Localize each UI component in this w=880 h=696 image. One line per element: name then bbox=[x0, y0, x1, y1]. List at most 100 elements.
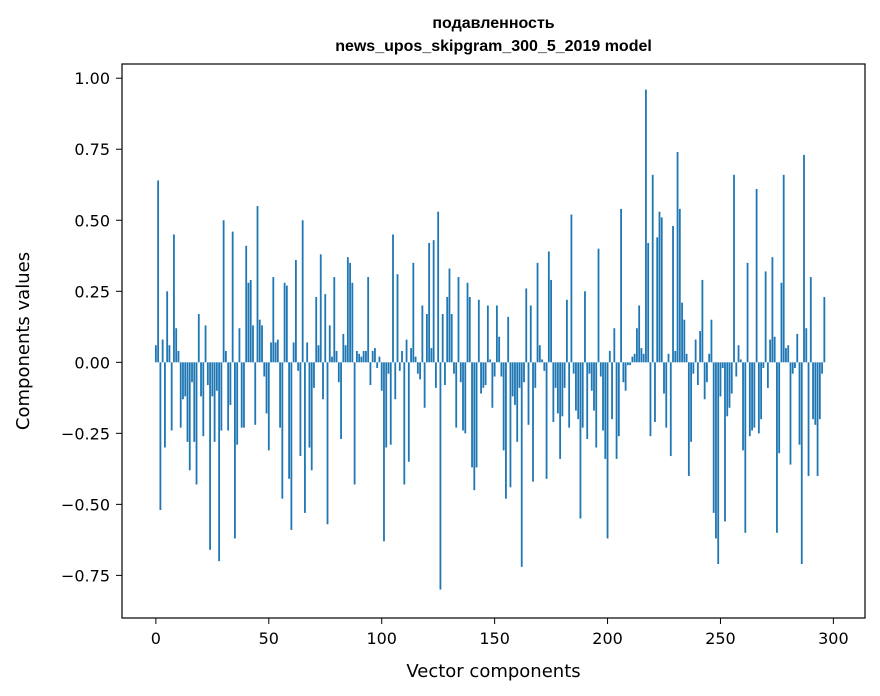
bar-61 bbox=[292, 342, 295, 363]
bar-164 bbox=[525, 288, 528, 363]
bar-213 bbox=[636, 328, 638, 363]
bar-188 bbox=[579, 362, 582, 519]
bar-214 bbox=[638, 305, 641, 363]
y-axis-label: Components values bbox=[13, 252, 34, 430]
bar-4 bbox=[164, 362, 166, 448]
x-axis-ticks: 0 50 100 150 200 250 300 bbox=[151, 618, 849, 648]
bar-103 bbox=[387, 362, 390, 374]
bar-156 bbox=[507, 316, 510, 363]
bar-40 bbox=[245, 245, 248, 363]
bar-73 bbox=[319, 254, 322, 363]
bar-177 bbox=[554, 362, 557, 388]
bar-19 bbox=[197, 314, 200, 363]
bar-119 bbox=[423, 362, 426, 408]
bar-240 bbox=[696, 362, 699, 386]
bar-41 bbox=[247, 282, 250, 363]
bar-42 bbox=[249, 279, 252, 363]
bar-105 bbox=[392, 234, 394, 363]
bar-51 bbox=[270, 342, 272, 363]
bar-49 bbox=[265, 362, 268, 414]
bar-65 bbox=[301, 220, 304, 363]
bar-262 bbox=[746, 262, 749, 363]
bar-292 bbox=[814, 362, 817, 425]
bar-81 bbox=[337, 362, 340, 383]
bar-256 bbox=[733, 174, 735, 363]
bar-225 bbox=[663, 362, 665, 394]
bar-137 bbox=[464, 362, 467, 434]
bar-118 bbox=[421, 305, 424, 363]
bar-9 bbox=[175, 328, 178, 363]
bar-71 bbox=[315, 296, 318, 363]
bar-55 bbox=[279, 362, 281, 428]
bar-242 bbox=[701, 279, 704, 363]
bar-201 bbox=[608, 350, 611, 363]
bar-2 bbox=[159, 362, 162, 511]
bar-202 bbox=[611, 362, 613, 420]
bar-258 bbox=[737, 345, 740, 363]
bar-169 bbox=[536, 262, 539, 363]
bar-143 bbox=[477, 299, 480, 363]
bar-148 bbox=[489, 359, 492, 363]
bar-76 bbox=[326, 362, 329, 525]
bar-232 bbox=[678, 208, 681, 363]
bar-100 bbox=[380, 362, 383, 391]
bar-257 bbox=[735, 362, 738, 377]
bar-85 bbox=[346, 257, 349, 363]
bar-3 bbox=[161, 339, 164, 363]
bar-294 bbox=[818, 362, 821, 420]
bar-266 bbox=[755, 189, 758, 363]
chart-subtitle: news_upos_skipgram_300_5_2019 model bbox=[335, 38, 652, 55]
bar-154 bbox=[502, 362, 505, 451]
bar-228 bbox=[669, 362, 672, 457]
bar-176 bbox=[552, 362, 555, 422]
bar-226 bbox=[665, 362, 668, 428]
bar-291 bbox=[812, 362, 814, 420]
bar-210 bbox=[629, 362, 632, 366]
bar-198 bbox=[602, 362, 604, 431]
bar-237 bbox=[690, 362, 693, 442]
bar-194 bbox=[593, 362, 595, 411]
bar-222 bbox=[656, 237, 659, 363]
bar-17 bbox=[193, 362, 196, 442]
bar-132 bbox=[453, 362, 455, 374]
bar-272 bbox=[769, 339, 772, 363]
bar-74 bbox=[322, 362, 324, 400]
bar-285 bbox=[798, 362, 801, 445]
bar-247 bbox=[712, 362, 715, 513]
y-tick-label: 0.50 bbox=[74, 211, 110, 230]
bar-248 bbox=[715, 362, 717, 539]
bar-246 bbox=[710, 319, 713, 363]
bar-224 bbox=[660, 217, 663, 363]
bar-46 bbox=[258, 319, 261, 363]
bar-75 bbox=[324, 294, 327, 363]
bar-161 bbox=[518, 362, 521, 388]
bar-37 bbox=[238, 328, 241, 363]
bar-32 bbox=[227, 362, 230, 431]
bar-22 bbox=[204, 325, 207, 363]
bar-223 bbox=[658, 211, 661, 363]
bar-289 bbox=[807, 362, 810, 476]
bar-36 bbox=[236, 362, 239, 445]
bar-89 bbox=[355, 350, 358, 363]
bar-273 bbox=[771, 257, 774, 363]
bar-23 bbox=[206, 362, 209, 386]
bar-62 bbox=[294, 260, 297, 363]
bar-107 bbox=[396, 274, 399, 363]
x-tick-label: 300 bbox=[818, 629, 849, 648]
bar-26 bbox=[213, 362, 216, 442]
y-tick-label: −0.25 bbox=[61, 424, 110, 443]
bar-123 bbox=[432, 240, 435, 363]
bar-79 bbox=[333, 277, 336, 363]
bar-166 bbox=[529, 305, 532, 363]
bar-193 bbox=[590, 362, 593, 391]
bar-208 bbox=[624, 362, 627, 391]
bar-261 bbox=[744, 362, 747, 533]
bar-197 bbox=[599, 362, 602, 377]
bar-68 bbox=[308, 362, 311, 448]
bar-199 bbox=[604, 362, 607, 459]
bar-83 bbox=[342, 333, 345, 363]
bar-38 bbox=[240, 362, 243, 428]
bar-20 bbox=[200, 362, 202, 397]
bar-283 bbox=[794, 362, 796, 368]
